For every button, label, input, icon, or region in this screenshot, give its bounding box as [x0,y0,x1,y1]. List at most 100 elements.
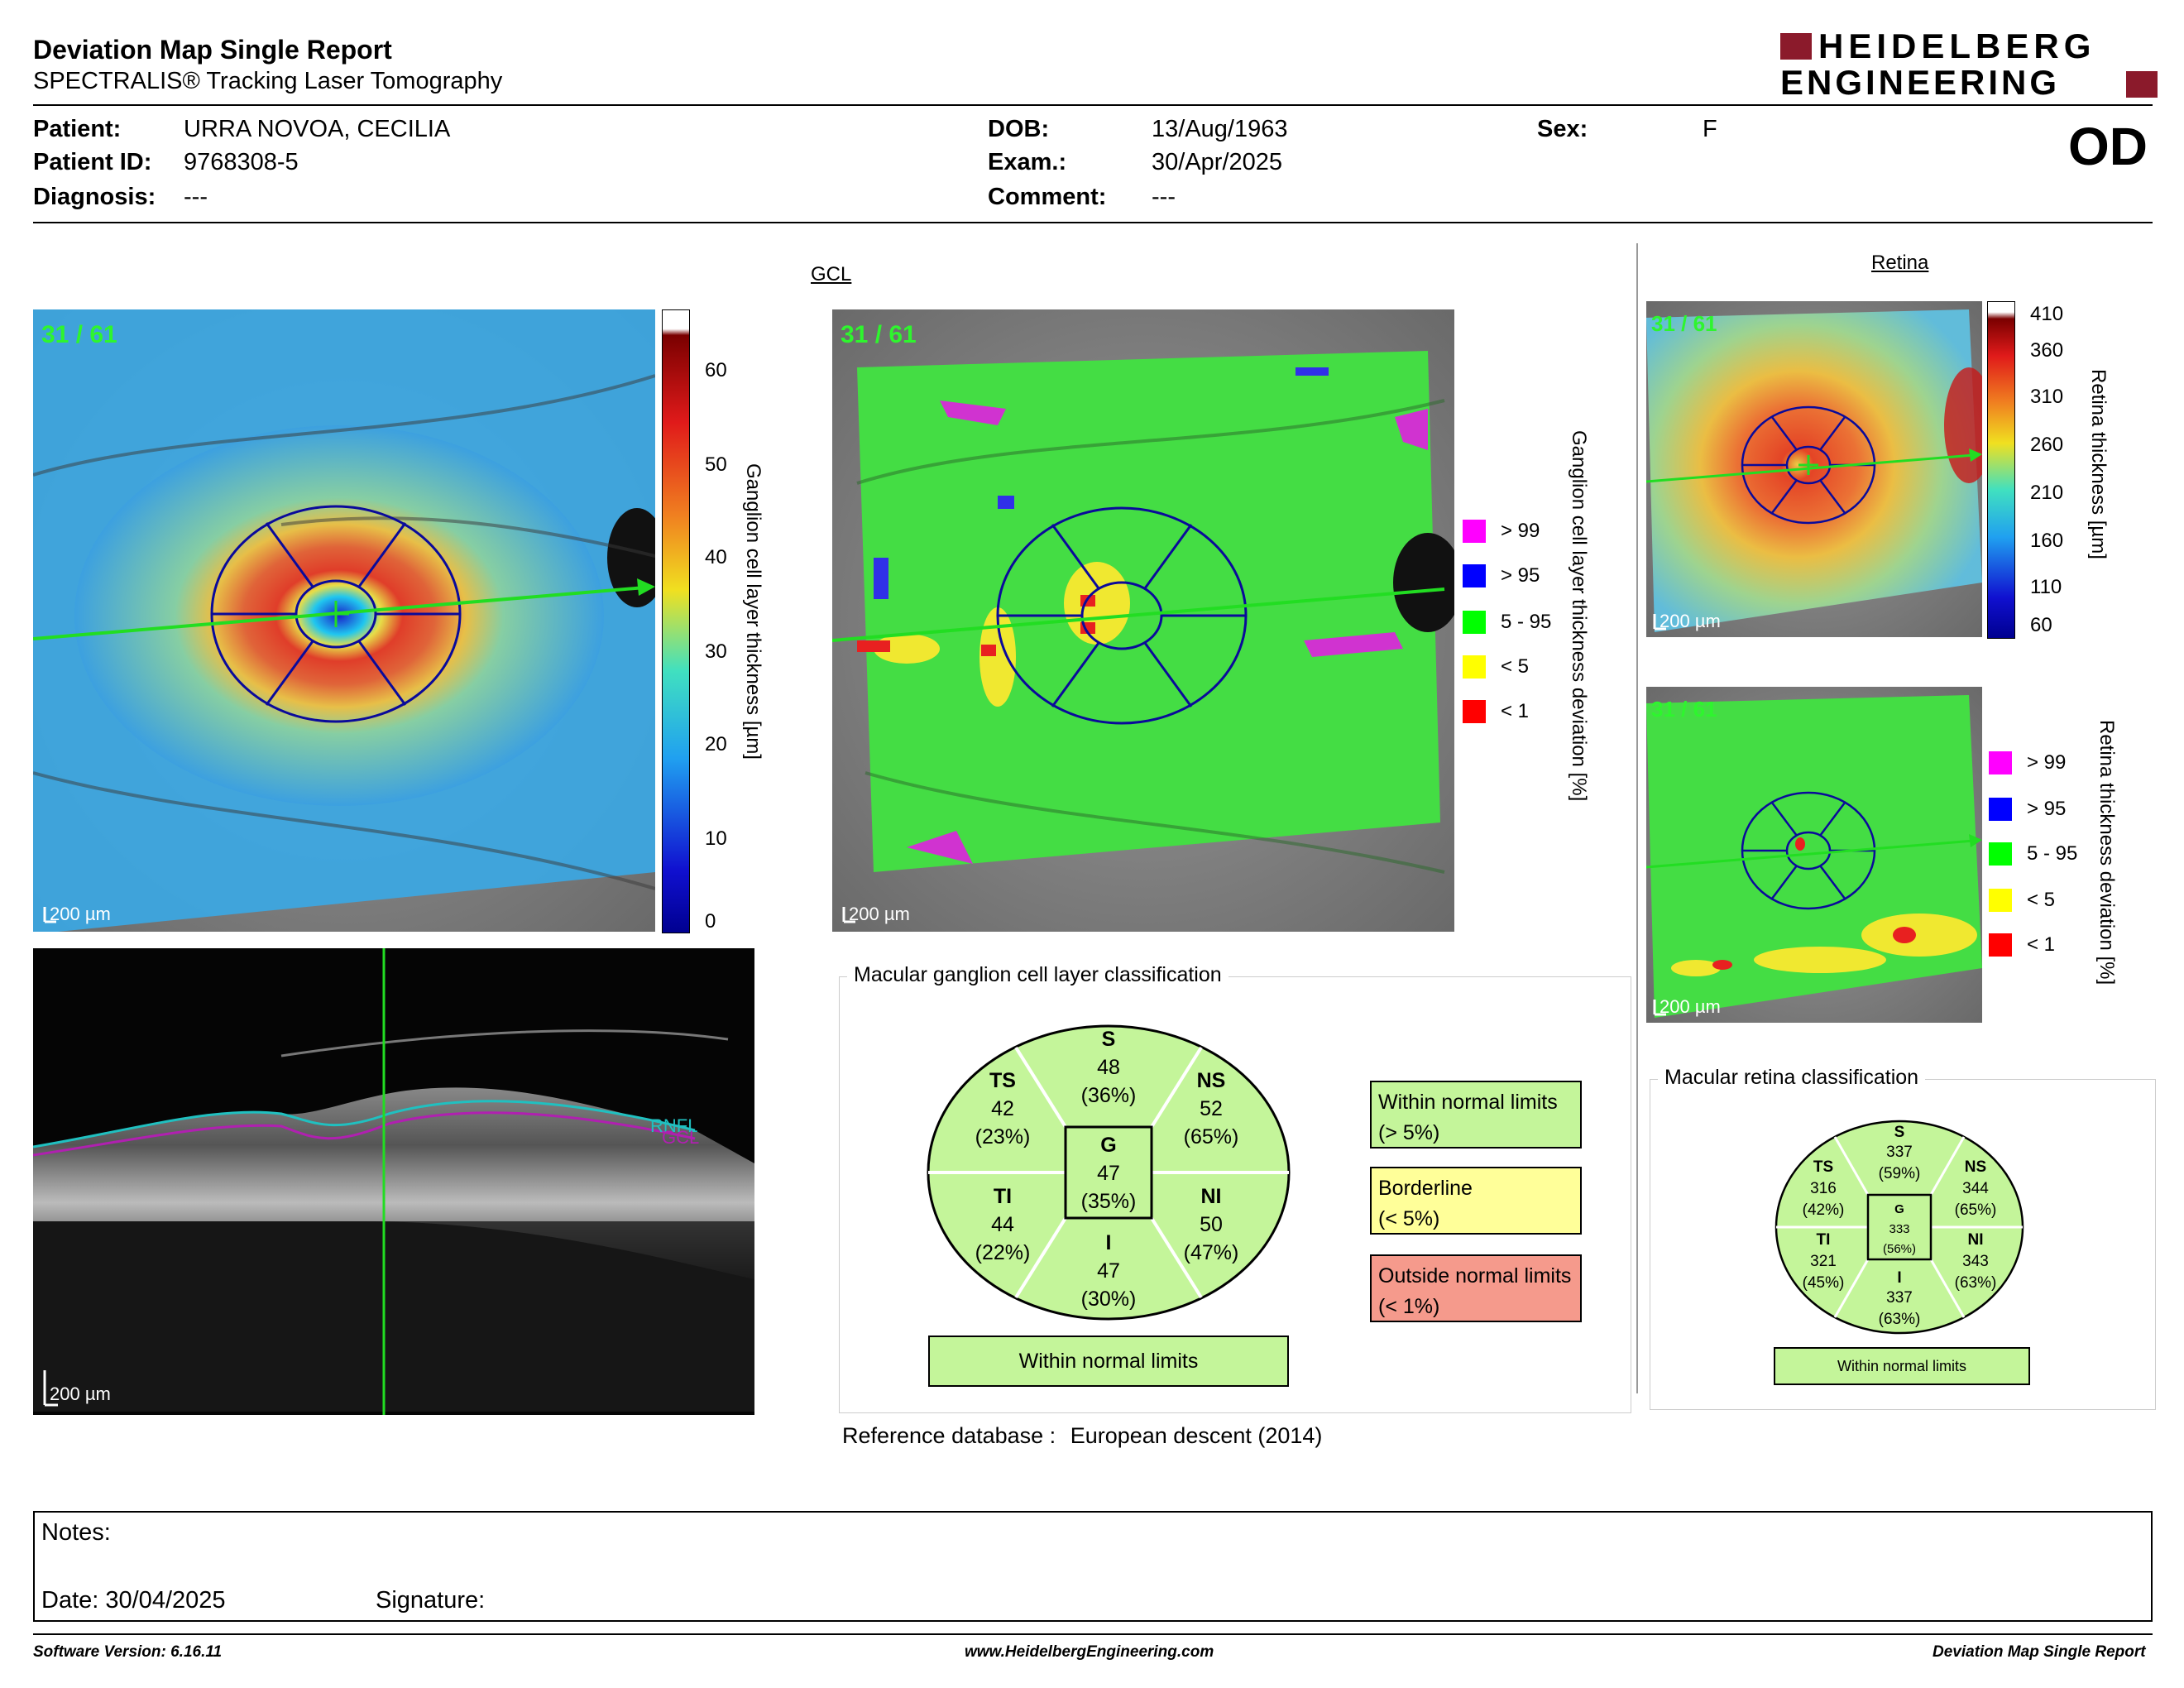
retina-tick-4: 210 [2030,482,2064,504]
key-within-normal: Within normal limits (> 5%) [1370,1081,1582,1149]
retina-sector-ts-value: 316 [1810,1180,1837,1197]
gcl-sector-ti-value: 44 [991,1213,1014,1236]
retina-sector-s-name: S [1894,1124,1905,1141]
legend-swatch [1989,751,2012,774]
legend-swatch [1463,564,1486,587]
gcl-sector-s-value: 48 [1097,1056,1120,1079]
legend-swatch [1463,700,1486,723]
gcl-tick-6: 0 [705,910,716,933]
retina-sector-s-value: 337 [1886,1144,1913,1161]
retina-thickness-scale: 200 µm [1660,611,1721,631]
sex-value: F [1703,116,1717,142]
section-divider [1636,243,1638,1393]
legend-label: > 99 [1501,520,1540,542]
gcl-sector-ts-pct: (23%) [975,1125,1031,1149]
gcl-sector-i-value: 47 [1097,1259,1120,1283]
gcl-sector-ts-name: TS [989,1069,1016,1092]
report-title: Deviation Map Single Report [33,35,392,65]
gcl-layer-label: GCL [662,1127,699,1148]
retina-sector-ti-pct: (45%) [1803,1274,1845,1292]
gcl-sector-ts-value: 42 [991,1097,1014,1120]
gcl-deviation-scan-count: 31 / 61 [841,321,917,348]
legend-swatch [1463,611,1486,634]
gcl-deviation-scale: 200 µm [849,904,910,924]
retina-tick-3: 260 [2030,434,2064,456]
gcl-deviation-map[interactable]: 31 / 61 200 µm [832,309,1454,932]
legend-swatch [1989,842,2012,866]
gcl-tick-0: 60 [705,359,727,381]
key-within-normal-range: (> 5%) [1378,1121,1440,1144]
gcl-classification-result: Within normal limits [928,1336,1289,1387]
retina-sector-ni-pct: (63%) [1955,1274,1997,1292]
retina-legend-lt5: < 5 [1989,889,2055,912]
report-subtitle: SPECTRALIS® Tracking Laser Tomography [33,68,503,94]
rnfl-label: RNFL [650,1115,697,1136]
retina-classification-title: Macular retina classification [1658,1066,1926,1090]
retina-tick-2: 310 [2030,386,2064,408]
legend-label: < 5 [2027,889,2056,911]
retina-deviation-map[interactable]: 31 / 61 200 µm [1646,687,1982,1023]
exam-date: 30/Apr/2025 [1152,149,1283,175]
gcl-thickness-colorbar [662,309,690,933]
retina-deviation-axis-label: Retina thickness deviation [%] [2095,720,2118,985]
retina-legend-gt99: > 99 [1989,751,2066,774]
retina-tick-1: 360 [2030,339,2064,362]
notes-label: Notes: [41,1519,111,1546]
gcl-thickness-scan-count: 31 / 61 [41,321,117,348]
legend-label: 5 - 95 [2027,842,2078,865]
legend-label: < 1 [1501,700,1530,722]
retina-sector-ni-value: 343 [1962,1253,1989,1270]
gcl-sector-s-pct: (36%) [1081,1084,1137,1107]
gcl-sector-g-pct: (35%) [1081,1190,1137,1213]
gcl-sector-ni-value: 50 [1200,1213,1223,1236]
key-outside-normal-range: (< 1%) [1378,1295,1440,1318]
retina-tick-7: 60 [2030,614,2052,636]
exam-label: Exam.: [988,149,1067,175]
oct-bscan[interactable]: RNFL GCL 200 µm [33,948,754,1415]
key-borderline-range: (< 5%) [1378,1207,1440,1230]
heidelberg-logo: HEIDELBERG ENGINEERING [1780,28,2161,103]
legend-swatch [1463,655,1486,679]
retina-thickness-scan-count: 31 / 61 [1651,311,1717,336]
gcl-thickness-axis-label: Ganglion cell layer thickness [µm] [742,463,764,760]
retina-sector-diagram: S 337 (59%) TS 316 (42%) NS 344 (65%) G … [1774,1119,2025,1336]
gcl-legend-gt95: > 95 [1463,564,1540,587]
retina-tick-6: 110 [2030,576,2062,598]
retina-section-title: Retina [1871,252,1929,274]
legend-swatch [1989,798,2012,821]
gcl-sector-g-value: 47 [1097,1162,1120,1185]
logo-line-1: HEIDELBERG [1818,26,2096,65]
retina-tick-5: 160 [2030,530,2064,552]
gcl-sector-ns-value: 52 [1200,1097,1223,1120]
bscan-scale: 200 µm [50,1383,111,1404]
sex-label: Sex: [1537,116,1588,142]
retina-legend-gt95: > 95 [1989,798,2066,821]
retina-tick-0: 410 [2030,303,2064,325]
key-outside-normal-label: Outside normal limits [1378,1264,1572,1288]
dob-value: 13/Aug/1963 [1152,116,1288,142]
retina-sector-g-value: 333 [1889,1222,1909,1236]
comment-label: Comment: [988,184,1107,210]
gcl-tick-5: 10 [705,827,727,850]
comment-value: --- [1152,184,1176,210]
retina-legend-5-95: 5 - 95 [1989,842,2077,866]
legend-label: > 95 [2027,798,2067,820]
patient-id-label: Patient ID: [33,149,152,175]
legend-swatch [1989,933,2012,957]
gcl-classification-title: Macular ganglion cell layer classificati… [847,963,1228,987]
gcl-thickness-map[interactable]: 31 / 61 200 µm [33,309,655,932]
company-website[interactable]: www.HeidelbergEngineering.com [965,1643,1214,1661]
footer-rule [33,1633,2153,1635]
retina-thickness-map[interactable]: 31 / 61 200 µm [1646,301,1982,637]
gcl-tick-3: 30 [705,640,727,663]
gcl-sector-s-name: S [1102,1028,1116,1051]
patient-label: Patient: [33,116,122,142]
legend-label: < 5 [1501,655,1530,678]
dob-label: DOB: [988,116,1050,142]
gcl-deviation-axis-label: Ganglion cell layer thickness deviation … [1568,430,1590,802]
gcl-tick-2: 40 [705,546,727,568]
gcl-section-title: GCL [811,263,852,285]
eye-indicator: OD [2068,117,2148,176]
retina-sector-i-name: I [1897,1269,1901,1287]
notes-box[interactable] [33,1511,2153,1622]
